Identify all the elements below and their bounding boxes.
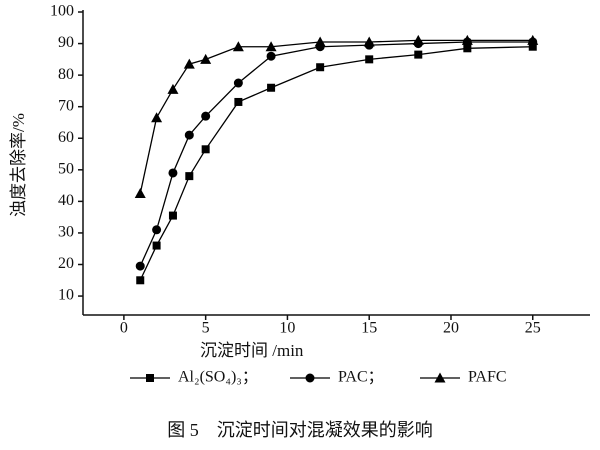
series-line [139, 41, 533, 267]
marker-triangle [151, 112, 163, 123]
legend-label: PAFC [468, 369, 507, 386]
marker-square [234, 97, 243, 106]
x-tick-label: 25 [525, 320, 541, 337]
y-axis-label: 浊度去除率/% [9, 113, 28, 217]
marker-square [146, 374, 154, 382]
y-tick-label: 40 [58, 192, 74, 209]
marker-square [152, 241, 161, 250]
y-tick-label: 50 [58, 160, 74, 177]
marker-triangle [265, 41, 277, 52]
x-axis-label: 沉淀时间 /min [200, 341, 304, 360]
y-tick-label: 20 [58, 255, 74, 272]
marker-circle [168, 168, 178, 178]
marker-square [185, 172, 194, 181]
marker-circle [135, 261, 145, 271]
y-tick-label: 30 [58, 224, 74, 241]
marker-square [528, 42, 537, 51]
marker-triangle [200, 53, 212, 64]
caption: 图 5 沉淀时间对混凝效果的影响 [167, 420, 433, 440]
x-tick-label: 5 [202, 320, 210, 337]
marker-triangle [363, 36, 375, 47]
marker-triangle [434, 372, 446, 383]
x-tick-label: 15 [361, 320, 377, 337]
marker-square [414, 50, 423, 59]
marker-triangle [527, 34, 539, 45]
marker-square [201, 145, 210, 154]
x-tick-label: 0 [120, 320, 128, 337]
marker-triangle [183, 58, 195, 69]
marker-square [168, 211, 177, 220]
y-tick-label: 60 [58, 129, 74, 146]
marker-circle [152, 225, 162, 235]
marker-triangle [232, 41, 244, 52]
marker-triangle [461, 34, 473, 45]
marker-circle [305, 373, 315, 383]
marker-triangle [314, 36, 326, 47]
marker-square [267, 83, 276, 92]
series-line [139, 39, 533, 194]
y-tick-label: 70 [58, 97, 74, 114]
x-tick-label: 10 [279, 320, 295, 337]
marker-triangle [167, 83, 179, 94]
y-tick-label: 90 [58, 34, 74, 51]
marker-circle [233, 78, 243, 88]
legend-label: PAC； [338, 369, 384, 386]
marker-circle [184, 130, 194, 140]
marker-circle [266, 51, 276, 61]
y-tick-label: 80 [58, 66, 74, 83]
x-tick-label: 20 [443, 320, 459, 337]
series-line [139, 46, 533, 281]
marker-circle [201, 111, 211, 121]
y-tick-label: 100 [50, 3, 74, 20]
marker-square [316, 63, 325, 72]
legend-label: Al₂(SO₄)₃； [178, 369, 258, 386]
y-tick-label: 10 [58, 287, 74, 304]
marker-triangle [134, 187, 146, 198]
marker-triangle [412, 34, 424, 45]
marker-square [365, 55, 374, 64]
marker-square [463, 44, 472, 53]
marker-square [136, 276, 145, 285]
